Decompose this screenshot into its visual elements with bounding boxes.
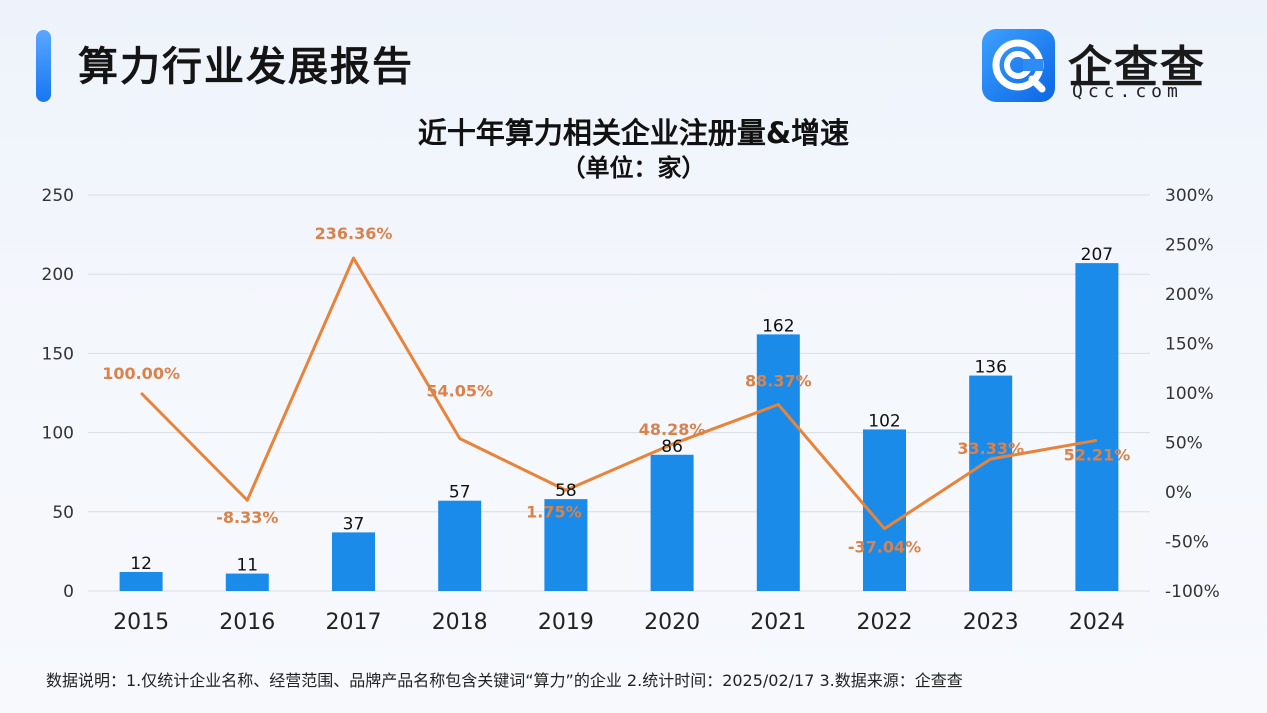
x-tick-label: 2022 <box>857 610 913 635</box>
line-value-label: -8.33% <box>216 508 278 527</box>
bar <box>969 375 1013 591</box>
bar-value-label: 136 <box>974 358 1006 378</box>
footnote: 数据说明：1.仅统计企业名称、经营范围、品牌产品名称包含关键词“算力”的企业 2… <box>46 671 963 690</box>
brand-logo: 企查查 Qcc.com <box>982 29 1222 103</box>
page-title: 算力行业发展报告 <box>78 44 414 90</box>
chart-title: 近十年算力相关企业注册量&增速 <box>417 116 850 150</box>
left-tick-label: 250 <box>42 186 74 206</box>
x-tick-label: 2024 <box>1069 610 1125 635</box>
x-tick-label: 2015 <box>113 610 169 635</box>
left-tick-label: 150 <box>42 344 74 364</box>
bar-value-label: 57 <box>449 483 471 503</box>
line-value-label: -37.04% <box>848 538 921 557</box>
line-value-label: 1.75% <box>526 502 582 521</box>
x-tick-label: 2020 <box>644 610 700 635</box>
bar <box>650 454 694 591</box>
bar-value-label: 12 <box>130 554 152 574</box>
bar-value-label: 102 <box>868 411 900 431</box>
left-tick-label: 200 <box>42 265 74 285</box>
line-value-label: 88.37% <box>745 372 812 391</box>
left-tick-label: 50 <box>52 503 74 523</box>
chart-unit: （单位：家） <box>561 154 706 182</box>
bar <box>438 500 482 591</box>
bar-value-label: 37 <box>343 514 365 534</box>
bar <box>544 499 588 591</box>
right-tick-label: 250% <box>1165 236 1214 256</box>
x-tick-label: 2019 <box>538 610 594 635</box>
bar-value-label: 58 <box>555 481 577 501</box>
line-value-label: 52.21% <box>1064 445 1131 464</box>
logo-name: 企查查 <box>1068 42 1206 93</box>
right-tick-label: 150% <box>1165 335 1214 355</box>
logo-domain: Qcc.com <box>1072 81 1183 102</box>
x-tick-label: 2016 <box>219 610 275 635</box>
bar <box>332 532 375 591</box>
right-tick-label: -50% <box>1165 533 1209 553</box>
left-tick-label: 100 <box>42 424 74 444</box>
right-tick-label: 100% <box>1165 384 1214 404</box>
x-tick-label: 2017 <box>326 610 382 635</box>
bar-value-label: 207 <box>1081 245 1113 265</box>
bar-value-label: 162 <box>762 316 794 336</box>
bar <box>119 571 163 591</box>
right-tick-label: 300% <box>1165 186 1214 206</box>
x-tick-label: 2023 <box>963 610 1019 635</box>
line-value-label: 33.33% <box>957 439 1024 458</box>
x-tick-label: 2021 <box>750 610 806 635</box>
growth-line <box>140 256 1098 531</box>
x-tick-label: 2018 <box>432 610 488 635</box>
bar <box>756 334 800 591</box>
bar <box>225 573 269 591</box>
qcc-logo-icon <box>982 29 1055 102</box>
line-value-label: 54.05% <box>426 381 493 400</box>
bar-value-label: 86 <box>661 437 683 457</box>
right-tick-label: 50% <box>1165 434 1203 454</box>
bar-value-label: 11 <box>236 556 258 576</box>
right-tick-label: -100% <box>1165 582 1220 602</box>
line-value-label: 100.00% <box>102 364 180 383</box>
bar <box>1075 263 1119 591</box>
line-value-label: 236.36% <box>315 224 393 243</box>
right-tick-label: 200% <box>1165 285 1214 305</box>
line-value-label: 48.28% <box>639 420 706 439</box>
right-tick-label: 0% <box>1165 483 1192 503</box>
left-tick-label: 0 <box>63 582 74 602</box>
title-accent-bar <box>36 30 51 102</box>
